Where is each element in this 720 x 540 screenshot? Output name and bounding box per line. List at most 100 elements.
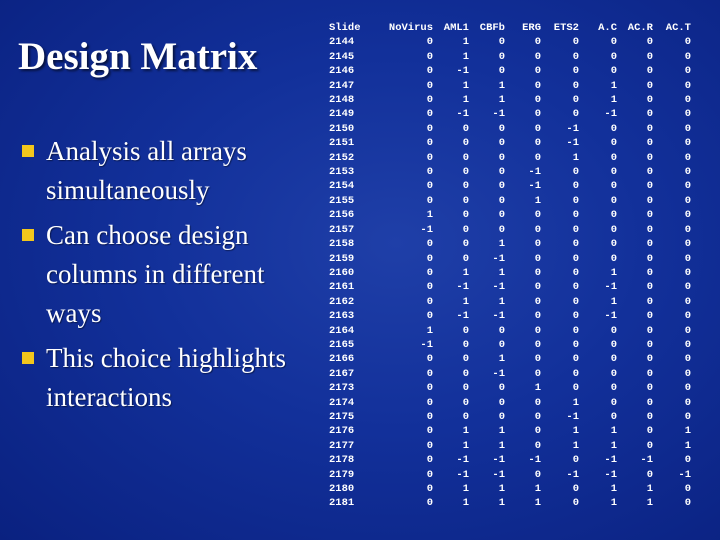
table-cell: 0 <box>646 310 653 323</box>
table-cell: 0 <box>684 209 691 222</box>
table-cell: 1 <box>498 94 505 107</box>
table-cell: -1 <box>604 108 617 121</box>
table-cell: 0 <box>684 410 691 423</box>
table-cell: 0 <box>534 94 541 107</box>
table-cell: 0 <box>462 382 469 395</box>
table-cell: 0 <box>684 137 691 150</box>
table-cell: 0 <box>572 238 579 251</box>
table-cell: 0 <box>534 396 541 409</box>
table-cell: 0 <box>534 209 541 222</box>
table-cell: 0 <box>534 50 541 63</box>
table-cell: 0 <box>426 79 433 92</box>
slide-id-cell: 2150 <box>329 122 355 135</box>
table-cell: 0 <box>462 238 469 251</box>
table-cell: 0 <box>426 310 433 323</box>
table-cell: 0 <box>498 396 505 409</box>
slide-id-cell: 2179 <box>329 468 355 481</box>
bullet-text: This choice highlights interactions <box>46 343 286 412</box>
square-bullet-icon <box>22 229 34 241</box>
table-cell: 0 <box>498 65 505 78</box>
table-row: 2158 0 0 1 0 0 0 0 0 <box>329 237 691 251</box>
table-cell: 0 <box>426 122 433 135</box>
table-cell: 1 <box>610 79 617 92</box>
table-cell: 0 <box>684 497 691 510</box>
table-cell: 0 <box>610 180 617 193</box>
table-cell: 0 <box>684 396 691 409</box>
table-cell: 0 <box>498 180 505 193</box>
table-row: 2152 0 0 0 0 1 0 0 0 <box>329 151 691 165</box>
table-cell: 0 <box>646 166 653 179</box>
table-cell: 1 <box>498 439 505 452</box>
table-cell: 1 <box>610 439 617 452</box>
table-cell: 0 <box>462 367 469 380</box>
bullet-item: This choice highlights interactions <box>20 339 315 417</box>
table-cell: 0 <box>646 266 653 279</box>
table-cell: 0 <box>646 223 653 236</box>
table-row: 2144 0 1 0 0 0 0 0 0 <box>329 35 691 49</box>
table-cell: 0 <box>646 425 653 438</box>
table-cell: 0 <box>426 108 433 121</box>
table-row: 2154 0 0 0 -1 0 0 0 0 <box>329 179 691 193</box>
table-cell: 0 <box>498 410 505 423</box>
table-row: 2178 0 -1 -1 -1 0 -1 -1 0 <box>329 453 691 467</box>
table-cell: 0 <box>462 137 469 150</box>
table-row: 2159 0 0 -1 0 0 0 0 0 <box>329 252 691 266</box>
table-cell: 1 <box>462 79 469 92</box>
table-cell: 0 <box>534 338 541 351</box>
table-cell: -1 <box>492 310 505 323</box>
table-row: 2155 0 0 0 1 0 0 0 0 <box>329 194 691 208</box>
table-cell: 0 <box>610 223 617 236</box>
table-row: 2148 0 1 1 0 0 1 0 0 <box>329 93 691 107</box>
table-row: 2175 0 0 0 0 -1 0 0 0 <box>329 410 691 424</box>
table-cell: 0 <box>646 180 653 193</box>
table-cell: 0 <box>684 36 691 49</box>
table-cell: 0 <box>572 50 579 63</box>
table-cell: 1 <box>610 497 617 510</box>
table-cell: -1 <box>492 468 505 481</box>
table-cell: -1 <box>566 468 579 481</box>
table-cell: 0 <box>462 122 469 135</box>
table-cell: 0 <box>426 497 433 510</box>
table-cell: 0 <box>684 151 691 164</box>
table-cell: -1 <box>492 454 505 467</box>
table-cell: 0 <box>610 324 617 337</box>
table-cell: 0 <box>426 166 433 179</box>
table-cell: -1 <box>420 338 433 351</box>
table-cell: 0 <box>534 295 541 308</box>
table-cell: 0 <box>498 50 505 63</box>
table-cell: 0 <box>426 50 433 63</box>
slide-id-cell: 2167 <box>329 367 355 380</box>
table-cell: 0 <box>534 36 541 49</box>
table-cell: 0 <box>426 281 433 294</box>
table-cell: 0 <box>684 238 691 251</box>
table-cell: 0 <box>534 252 541 265</box>
slide-id-cell: 2175 <box>329 410 355 423</box>
table-cell: 0 <box>534 223 541 236</box>
table-cell: -1 <box>604 281 617 294</box>
table-cell: 0 <box>646 122 653 135</box>
table-cell: 0 <box>426 410 433 423</box>
slide-id-cell: 2160 <box>329 266 355 279</box>
table-row: 2179 0 -1 -1 0 -1 -1 0 -1 <box>329 468 691 482</box>
table-cell: 0 <box>572 180 579 193</box>
table-cell: 0 <box>462 410 469 423</box>
table-cell: 0 <box>646 50 653 63</box>
table-cell: 0 <box>498 194 505 207</box>
table-cell: -1 <box>456 310 469 323</box>
table-cell: 0 <box>498 36 505 49</box>
table-row: 2160 0 1 1 0 0 1 0 0 <box>329 266 691 280</box>
table-row: 2153 0 0 0 -1 0 0 0 0 <box>329 165 691 179</box>
table-cell: 0 <box>534 324 541 337</box>
column-header: Slide <box>329 22 361 34</box>
table-cell: 0 <box>572 497 579 510</box>
table-cell: 1 <box>610 483 617 495</box>
table-cell: 0 <box>684 79 691 92</box>
table-cell: 0 <box>534 151 541 164</box>
table-cell: 0 <box>572 310 579 323</box>
table-cell: 0 <box>426 266 433 279</box>
table-cell: 0 <box>646 353 653 366</box>
table-cell: 0 <box>684 223 691 236</box>
table-cell: 1 <box>572 425 579 438</box>
table-cell: 0 <box>426 65 433 78</box>
table-cell: 0 <box>572 223 579 236</box>
